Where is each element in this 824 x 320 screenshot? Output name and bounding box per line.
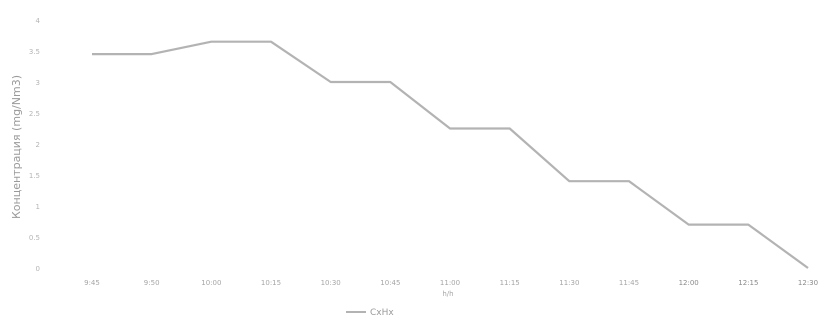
y-tick-label: 4 bbox=[36, 17, 41, 25]
legend-label: CxHx bbox=[370, 308, 394, 318]
y-tick-label: 0.5 bbox=[29, 234, 40, 242]
x-tick-label: 12:15 bbox=[738, 279, 758, 287]
x-axis-label: h/h bbox=[442, 290, 453, 298]
x-tick-label: 11:45 bbox=[619, 279, 639, 287]
y-axis-ticks: 0 0.5 1 1.5 2 2.5 3 3.5 4 bbox=[29, 17, 41, 273]
x-tick-label: 11:00 bbox=[440, 279, 460, 287]
x-tick-label: 9:45 bbox=[84, 279, 100, 287]
x-axis-ticks: 9:45 9:50 10:00 10:15 10:30 10:45 11:00 11:15 11… bbox=[84, 279, 818, 287]
y-tick-label: 3.5 bbox=[29, 48, 40, 56]
x-tick-label: 11:30 bbox=[559, 279, 579, 287]
y-axis-label: Концентрация (mg/Nm3) bbox=[10, 75, 23, 219]
legend: CxHx bbox=[346, 308, 394, 318]
y-tick-label: 1.5 bbox=[29, 172, 40, 180]
y-tick-label: 2 bbox=[36, 141, 40, 149]
x-tick-label: 10:15 bbox=[261, 279, 281, 287]
y-tick-label: 3 bbox=[36, 79, 40, 87]
y-tick-label: 1 bbox=[36, 203, 40, 211]
x-tick-label: 12:00 bbox=[679, 279, 699, 287]
x-tick-label: 11:15 bbox=[500, 279, 520, 287]
series-lines bbox=[92, 40, 809, 269]
x-tick-label: 9:50 bbox=[144, 279, 160, 287]
x-tick-label: 10:45 bbox=[380, 279, 400, 287]
series-line-cxhx bbox=[92, 40, 809, 269]
x-tick-label: 10:00 bbox=[201, 279, 221, 287]
y-tick-label: 0 bbox=[36, 265, 40, 273]
x-tick-label: 12:30 bbox=[798, 279, 818, 287]
x-tick-label: 10:30 bbox=[321, 279, 341, 287]
y-tick-label: 2.5 bbox=[29, 110, 40, 118]
